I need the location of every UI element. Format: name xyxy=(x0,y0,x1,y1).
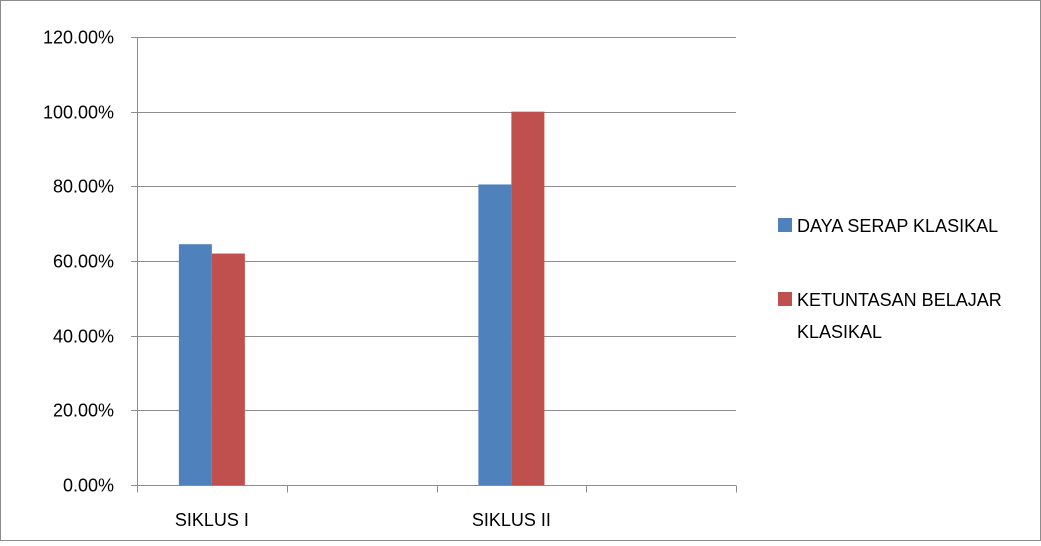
y-tick-label: 60.00% xyxy=(53,252,114,272)
bar-daya-serap-1 xyxy=(178,244,212,485)
legend-label: DAYA SERAP KLASIKAL xyxy=(797,216,998,236)
legend: DAYA SERAP KLASIKAL KETUNTASAN BELAJAR KLA… xyxy=(778,216,1002,342)
x-tick-label: SIKLUS II xyxy=(472,510,551,530)
y-tick-label: 100.00% xyxy=(43,103,114,123)
y-tick-label: 80.00% xyxy=(53,177,114,197)
y-tick-label: 40.00% xyxy=(53,327,114,347)
bar-ketuntasan-2 xyxy=(511,111,545,486)
legend-label: KETUNTASAN BELAJAR KLASIKAL xyxy=(797,290,1002,342)
bar-daya-serap-2 xyxy=(478,184,512,485)
legend-swatch xyxy=(778,292,792,306)
legend-swatch xyxy=(778,218,792,232)
bar-ketuntasan-1 xyxy=(211,253,245,485)
tick-labels: 0.00% 20.00% 40.00% 60.00% 80.00% 100.00% 120.… xyxy=(43,28,551,531)
axes xyxy=(131,37,737,493)
y-tick-label: 20.00% xyxy=(53,401,114,421)
x-tick-label: SIKLUS I xyxy=(175,510,249,530)
y-tick-label: 0.00% xyxy=(63,476,114,496)
bars xyxy=(178,111,545,486)
y-tick-label: 120.00% xyxy=(43,28,114,48)
